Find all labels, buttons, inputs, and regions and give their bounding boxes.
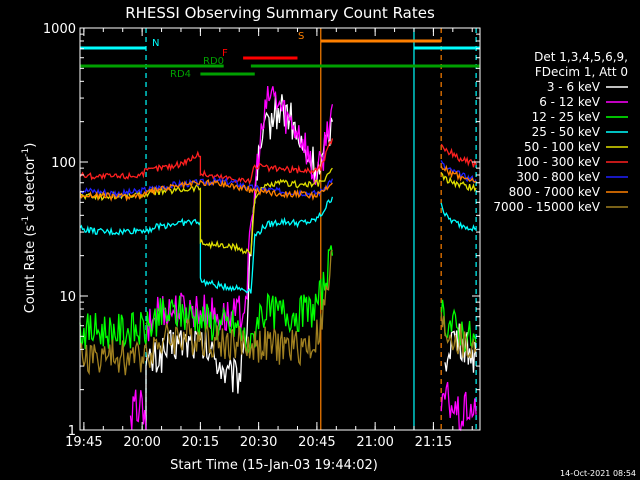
- legend-label-9: 7000 - 15000 keV: [493, 200, 600, 214]
- legend-header-decimation: FDecim 1, Att 0: [535, 65, 628, 79]
- x-axis: 19:45 20:00 20:15 20:30 20:45 21:00 21:15: [65, 28, 473, 450]
- x-axis-label: Start Time (15-Jan-03 19:44:02): [170, 458, 378, 473]
- legend-label-7: 300 - 800 keV: [516, 170, 600, 184]
- y-axis-label: Count Rate (s-1 detector-1): [21, 143, 38, 314]
- plot-frame: [79, 27, 481, 431]
- series-line-8-segment-1: [79, 178, 333, 202]
- legend-label-2: 6 - 12 keV: [539, 95, 601, 109]
- series-line-9-segment-1: [79, 249, 333, 376]
- legend-label-3: 12 - 25 keV: [532, 110, 601, 124]
- legend: Det 1,3,4,5,6,9, FDecim 1, Att 0 3 - 6 k…: [493, 50, 628, 214]
- x-tick-label-6: 21:00: [356, 435, 393, 450]
- series-line-2-segment-1: [129, 389, 147, 431]
- flag-label-rd0: RD0: [203, 56, 224, 67]
- x-tick-label-1: 19:45: [65, 435, 102, 450]
- legend-label-1: 3 - 6 keV: [547, 80, 601, 94]
- series-line-1-segment-2: [444, 323, 477, 373]
- series-line-6-segment-1: [79, 138, 334, 186]
- legend-label-6: 100 - 300 keV: [516, 155, 600, 169]
- x-tick-label-2: 20:00: [123, 435, 160, 450]
- flag-label-f: F: [222, 48, 228, 59]
- legend-label-4: 25 - 50 keV: [532, 125, 601, 139]
- y-tick-label-4: 1000: [43, 22, 76, 37]
- legend-label-5: 50 - 100 keV: [524, 140, 601, 154]
- series-line-3-segment-1: [79, 245, 334, 354]
- chart-title: RHESSI Observing Summary Count Rates: [125, 4, 435, 22]
- series-line-4-segment-1: [79, 196, 334, 294]
- series-line-2-segment-3: [440, 381, 477, 432]
- series-line-1-segment-1: [145, 94, 334, 430]
- series-line-5-segment-2: [440, 172, 477, 193]
- series-line-8-segment-2: [440, 164, 477, 184]
- series-line-9-segment-2: [440, 311, 477, 359]
- legend-label-8: 800 - 7000 keV: [509, 185, 601, 199]
- y-axis: 1 10 100 1000: [43, 22, 480, 439]
- legend-header-detectors: Det 1,3,4,5,6,9,: [534, 50, 628, 64]
- series-line-4-segment-2: [440, 202, 477, 232]
- y-tick-label-1: 1: [68, 424, 76, 439]
- timestamp: 14-Oct-2021 08:54: [560, 469, 636, 478]
- x-tick-label-7: 21:15: [415, 435, 452, 450]
- flag-label-s: S: [298, 31, 304, 42]
- y-tick-label-2: 10: [59, 290, 76, 305]
- series-line-6-segment-2: [440, 143, 477, 168]
- x-tick-label-3: 20:15: [182, 435, 219, 450]
- y-tick-label-3: 100: [51, 156, 76, 171]
- flag-label-rd4: RD4: [170, 69, 191, 80]
- flag-label-n: N: [152, 38, 159, 49]
- x-tick-label-4: 20:30: [240, 435, 277, 450]
- x-tick-label-5: 20:45: [298, 435, 335, 450]
